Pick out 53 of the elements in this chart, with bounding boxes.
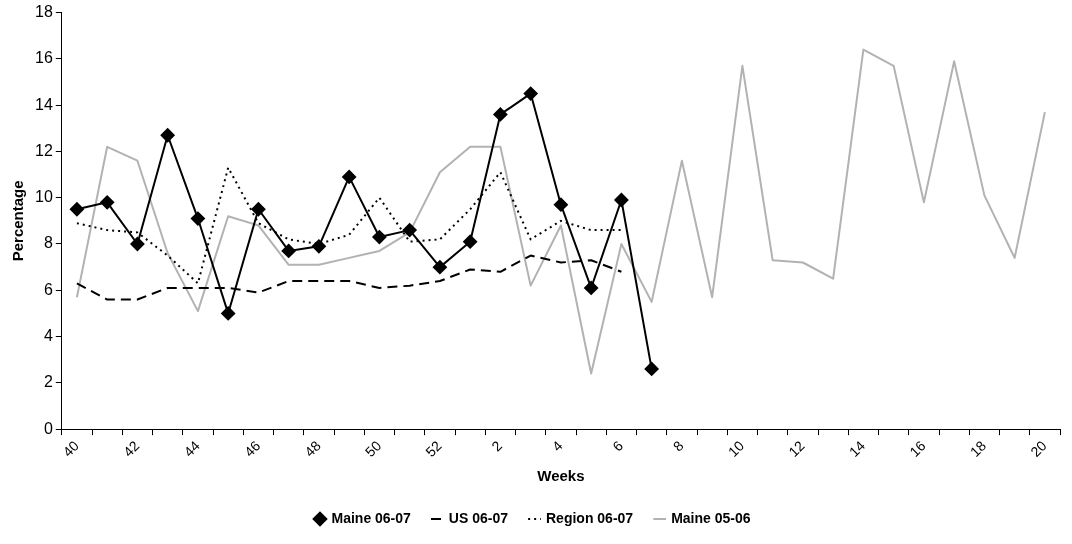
x-tick-label: 46 — [240, 437, 264, 460]
y-tick-label: 16 — [35, 49, 53, 67]
point — [463, 234, 478, 249]
y-tick-label: 0 — [43, 419, 53, 437]
point — [281, 243, 296, 258]
point — [432, 260, 447, 275]
point — [584, 280, 599, 295]
point — [100, 195, 115, 210]
point — [190, 211, 205, 226]
point — [160, 128, 175, 143]
y-tick-label: 14 — [35, 95, 53, 113]
x-tick-label: 50 — [361, 437, 385, 460]
point — [523, 86, 538, 101]
point — [69, 202, 84, 217]
y-tick-label: 2 — [43, 373, 53, 391]
x-tick-label: 6 — [609, 437, 627, 455]
legend-label: US 06-07 — [448, 509, 509, 526]
y-tick-label: 6 — [43, 280, 53, 298]
x-tick-label: 14 — [845, 437, 869, 460]
x-tick-label: 42 — [119, 437, 143, 460]
point — [311, 239, 326, 254]
x-tick-label: 20 — [1027, 437, 1050, 460]
y-tick-label: 8 — [43, 234, 53, 252]
point — [644, 361, 659, 376]
point — [553, 197, 568, 212]
point — [130, 236, 145, 251]
x-tick-label: 8 — [669, 437, 687, 455]
x-axis-title: Weeks — [537, 467, 585, 485]
point — [614, 193, 629, 208]
x-tick-label: 48 — [301, 437, 324, 460]
x-tick-label: 10 — [724, 437, 748, 460]
point — [342, 169, 357, 184]
y-tick-label: 10 — [35, 188, 53, 206]
legend-label: Maine 06-07 — [331, 509, 412, 526]
x-tick-label: 18 — [966, 437, 990, 460]
point — [402, 223, 417, 238]
x-tick-label: 40 — [59, 437, 82, 460]
x-tick-label: 16 — [906, 437, 929, 460]
y-tick-label: 4 — [43, 326, 53, 344]
x-tick-label: 2 — [488, 437, 506, 455]
x-tick-label: 44 — [180, 437, 203, 460]
point — [251, 202, 266, 217]
x-tick-label: 52 — [422, 437, 445, 460]
point — [221, 306, 236, 321]
point — [372, 230, 387, 245]
legend-label: Maine 05-06 — [671, 509, 751, 526]
x-tick-label: 4 — [548, 437, 566, 455]
x-tick-label: 12 — [785, 437, 808, 460]
y-tick-label: 12 — [35, 141, 53, 159]
y-tick-label: 18 — [35, 3, 53, 21]
point — [493, 107, 508, 122]
y-axis-title: Percentage — [9, 180, 27, 262]
legend-label: Region 06-07 — [546, 509, 634, 526]
